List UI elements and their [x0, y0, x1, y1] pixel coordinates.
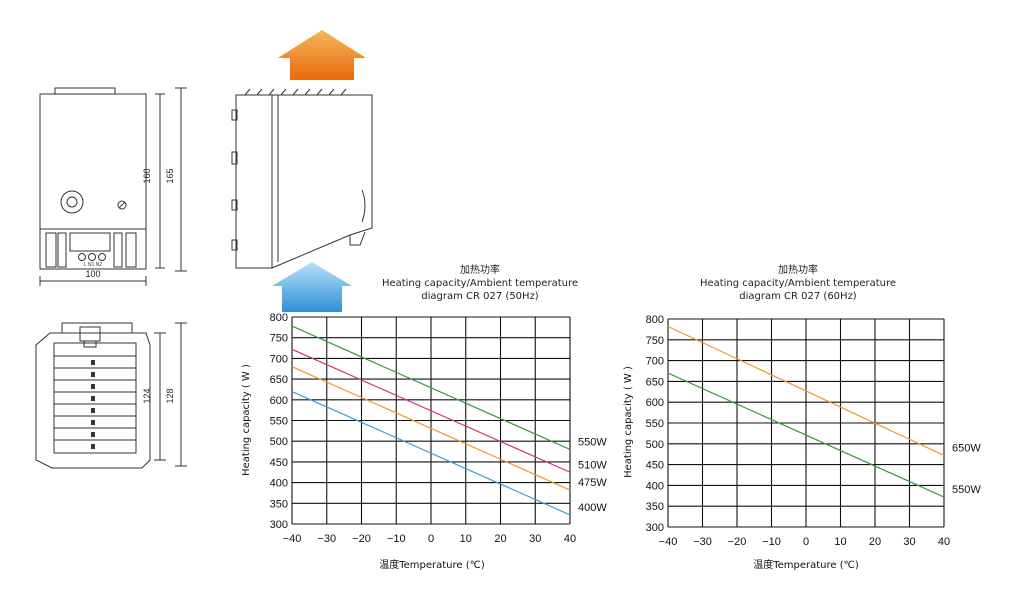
- x-tick-label: −20: [728, 536, 747, 548]
- y-tick-labels: 300 350 400 450 500 550 600 650 700 750 800: [270, 312, 288, 531]
- series-line-650W: [667, 325, 945, 456]
- bottom-view-drawing: [35, 322, 187, 469]
- y-tick-label: 300: [646, 522, 664, 534]
- y-tick-label: 750: [270, 333, 288, 345]
- chart-series-lines: [667, 325, 945, 498]
- y-tick-label: 800: [270, 312, 288, 324]
- x-tick-label: 40: [564, 533, 576, 545]
- height-label-160: 160: [142, 168, 152, 183]
- depth-label-124: 124: [142, 388, 152, 403]
- x-tick-label: 20: [494, 533, 506, 545]
- x-tick-label: −10: [387, 533, 406, 545]
- series-label-475W: 475W: [578, 477, 607, 489]
- series-line-510W: [291, 348, 571, 473]
- height-label-165: 165: [165, 168, 175, 183]
- y-axis-label: Heating capacity ( W ): [241, 364, 252, 476]
- y-tick-label: 450: [270, 457, 288, 469]
- y-tick-label: 450: [646, 460, 664, 472]
- series-line-400W: [291, 390, 571, 516]
- y-axis-label: Heating capacity ( W ): [623, 366, 634, 478]
- y-tick-label: 300: [270, 519, 288, 531]
- terminal-screw-icon: [98, 253, 106, 261]
- thermostat-knob-center: [66, 196, 78, 208]
- chart-grid: [291, 316, 571, 525]
- side-view-drawing: [231, 88, 373, 269]
- terminal-screw-icon: [88, 253, 96, 261]
- thermostat-knob: [60, 190, 84, 214]
- front-view-drawing: [39, 87, 187, 286]
- chart-subtitle: diagram CR 027 (60Hz): [739, 291, 857, 302]
- bottom-body: [35, 332, 151, 469]
- x-tick-label: 20: [869, 536, 881, 548]
- terminal-screw-icon: [78, 253, 86, 261]
- y-tick-labels: 300 350 400 450 500 550 600 650 700 750 800: [646, 314, 664, 534]
- series-labels: 550W 510W 475W 400W: [578, 436, 607, 513]
- chart-title-cn: 加热功率: [460, 263, 500, 276]
- chart-title-cn: 加热功率: [778, 263, 818, 276]
- x-tick-label: 30: [903, 536, 915, 548]
- terminal-label: L N1 N2: [84, 262, 102, 268]
- hot-air-out-arrow-icon: [278, 30, 366, 80]
- y-tick-label: 650: [646, 376, 664, 388]
- terminal-block: [69, 232, 111, 252]
- chart-grid: [667, 318, 945, 528]
- x-tick-label: −40: [283, 533, 302, 545]
- y-tick-label: 550: [646, 418, 664, 430]
- y-tick-label: 350: [270, 498, 288, 510]
- series-label-550W: 550W: [952, 484, 981, 496]
- chart-subtitle: diagram CR 027 (50Hz): [421, 291, 539, 302]
- y-tick-label: 600: [270, 395, 288, 407]
- y-tick-label: 700: [270, 353, 288, 365]
- y-tick-label: 400: [270, 478, 288, 490]
- x-tick-label: 40: [938, 536, 950, 548]
- chart-title: Heating capacity/Ambient temperature: [382, 278, 578, 289]
- y-tick-label: 650: [270, 374, 288, 386]
- screw-icon: [117, 200, 127, 210]
- x-tick-labels: −40 −30 −20 −10 0 10 20 30 40: [659, 536, 950, 548]
- x-tick-label: −20: [352, 533, 371, 545]
- y-tick-label: 550: [270, 416, 288, 428]
- x-tick-label: 10: [834, 536, 846, 548]
- chart-title: Heating capacity/Ambient temperature: [700, 278, 896, 289]
- x-tick-label: 30: [529, 533, 541, 545]
- x-tick-label: −40: [659, 536, 678, 548]
- series-label-650W: 650W: [952, 442, 981, 454]
- cold-air-in-arrow-icon: [272, 262, 352, 312]
- series-label-510W: 510W: [578, 459, 607, 471]
- side-body: [235, 94, 373, 269]
- x-tick-label: −10: [762, 536, 781, 548]
- y-tick-label: 600: [646, 397, 664, 409]
- y-tick-label: 500: [646, 439, 664, 451]
- x-tick-label: 10: [460, 533, 472, 545]
- series-label-400W: 400W: [578, 502, 607, 514]
- grille-tabs: [91, 360, 95, 449]
- y-tick-label: 500: [270, 436, 288, 448]
- chart-50hz: 加热功率 Heating capacity/Ambient temperatur…: [241, 263, 607, 571]
- chart-60hz: 加热功率 Heating capacity/Ambient temperatur…: [623, 263, 981, 571]
- x-tick-label: 0: [428, 533, 434, 545]
- series-line-475W: [291, 366, 571, 491]
- y-tick-label: 800: [646, 314, 664, 326]
- y-tick-label: 400: [646, 480, 664, 492]
- front-body: [39, 93, 147, 270]
- x-tick-labels: −40 −30 −20 −10 0 10 20 30 40: [283, 533, 576, 545]
- front-top-cap: [54, 87, 116, 95]
- x-tick-label: −30: [317, 533, 336, 545]
- width-label: 100: [85, 269, 100, 279]
- x-tick-label: −30: [693, 536, 712, 548]
- depth-label-128: 128: [165, 388, 175, 403]
- y-tick-label: 700: [646, 356, 664, 368]
- series-line-550W: [667, 372, 945, 498]
- chart-series-lines: [291, 325, 571, 516]
- series-label-550W: 550W: [578, 436, 607, 448]
- series-labels: 650W 550W: [952, 442, 981, 496]
- x-tick-label: 0: [803, 536, 809, 548]
- series-line-550W: [291, 325, 571, 451]
- x-axis-label: 温度Temperature (℃): [753, 558, 859, 571]
- y-tick-label: 350: [646, 501, 664, 513]
- side-latch: [361, 189, 366, 223]
- y-tick-label: 750: [646, 335, 664, 347]
- x-axis-label: 温度Temperature (℃): [379, 558, 485, 571]
